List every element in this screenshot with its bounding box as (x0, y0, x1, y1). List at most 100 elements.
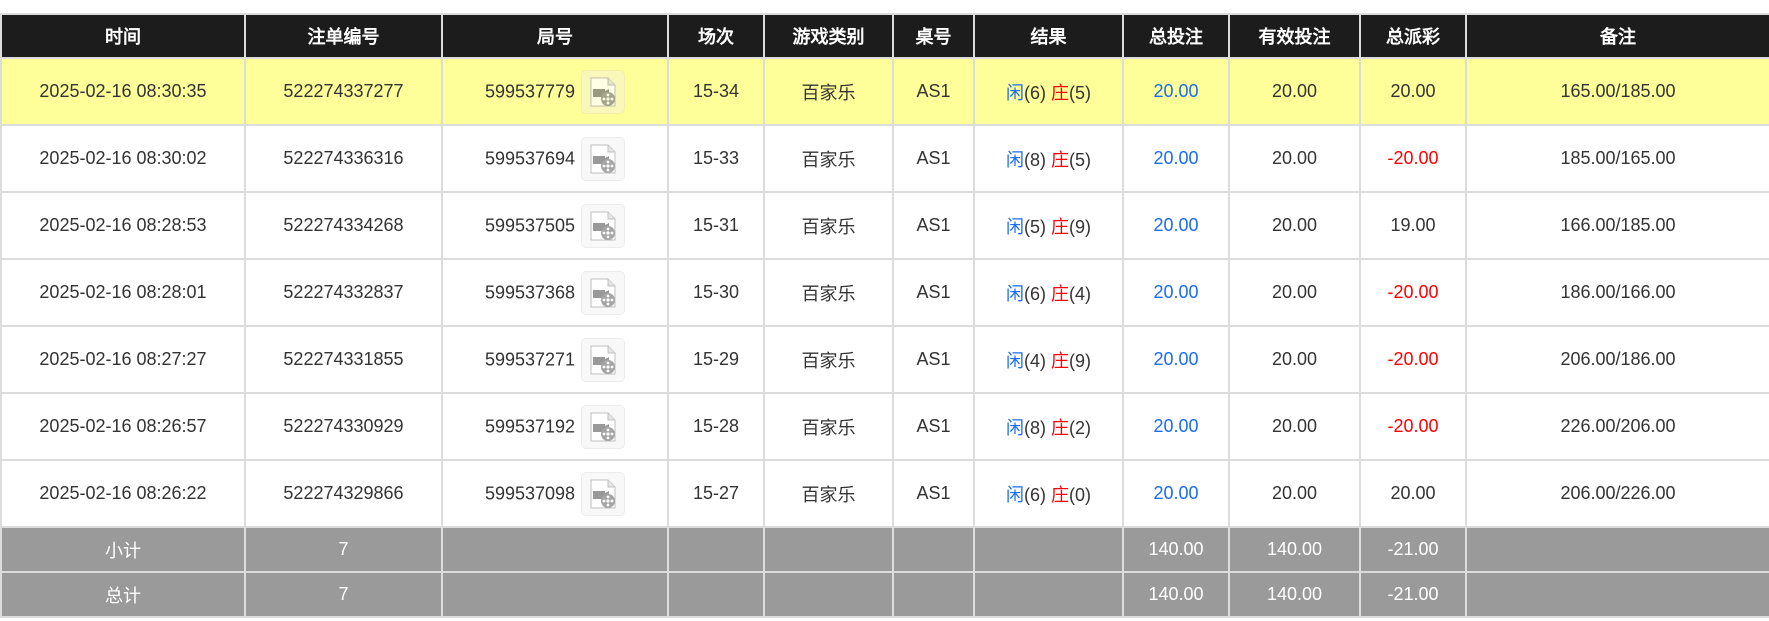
cell-session: 15-31 (667, 191, 765, 260)
banker-score: 5 (1075, 82, 1086, 103)
player-score: 5 (1029, 216, 1040, 237)
summary-label: 总计 (0, 571, 246, 618)
column-header-round: 局号 (441, 13, 669, 59)
cell-valid-bet: 20.00 (1228, 124, 1361, 193)
column-header-bet-id: 注单编号 (244, 13, 443, 59)
video-replay-icon[interactable] (581, 136, 626, 181)
player-label: 闲 (1005, 484, 1024, 505)
cell-game-type: 百家乐 (763, 124, 894, 193)
player-score: 6 (1029, 484, 1040, 505)
video-replay-icon[interactable] (581, 404, 626, 449)
cell-round: 599537098 (441, 459, 669, 528)
cell-valid-bet: 20.00 (1228, 258, 1361, 327)
summary-count: 7 (244, 526, 443, 573)
cell-result: 闲(8) 庄(2) (973, 392, 1124, 461)
cell-table-no: AS1 (892, 124, 975, 193)
summary-payout: -21.00 (1359, 571, 1467, 618)
cell-session: 15-27 (667, 459, 765, 528)
cell-total-bet: 20.00 (1122, 392, 1230, 461)
cell-table-no: AS1 (892, 57, 975, 126)
column-header-note: 备注 (1465, 13, 1769, 59)
banker-score: 5 (1075, 149, 1086, 170)
cell-table-no: AS1 (892, 325, 975, 394)
cell-time: 2025-02-16 08:27:27 (0, 325, 246, 394)
cell-total-bet: 20.00 (1122, 57, 1230, 126)
banker-label: 庄 (1051, 149, 1069, 170)
player-label: 闲 (1005, 82, 1024, 103)
player-label: 闲 (1005, 283, 1024, 304)
cell-time: 2025-02-16 08:28:01 (0, 258, 246, 327)
cell-bet-id: 522274329866 (244, 459, 443, 528)
cell-valid-bet: 20.00 (1228, 57, 1361, 126)
summary-count: 7 (244, 571, 443, 618)
cell-result: 闲(6) 庄(0) (973, 459, 1124, 528)
video-replay-icon[interactable] (581, 337, 626, 382)
table-header: 时间 注单编号 局号 场次 游戏类别 桌号 结果 总投注 有效投注 总派彩 备注 (0, 13, 1769, 59)
empty-cell (441, 571, 669, 618)
cell-total-bet: 20.00 (1122, 325, 1230, 394)
cell-game-type: 百家乐 (763, 325, 894, 394)
subtotal-row: 小计 7 140.00 140.00 -21.00 (0, 526, 1769, 573)
empty-cell (667, 526, 765, 573)
empty-cell (973, 526, 1124, 573)
player-label: 闲 (1005, 149, 1024, 170)
cell-total-bet: 20.00 (1122, 459, 1230, 528)
cell-time: 2025-02-16 08:30:02 (0, 124, 246, 193)
table-row: 2025-02-16 08:27:27 522274331855 599537271… (0, 325, 1769, 394)
column-header-result: 结果 (973, 13, 1124, 59)
cell-bet-id: 522274332837 (244, 258, 443, 327)
banker-label: 庄 (1051, 216, 1069, 237)
cell-bet-id: 522274336316 (244, 124, 443, 193)
cell-bet-id: 522274331855 (244, 325, 443, 394)
cell-note: 185.00/165.00 (1465, 124, 1769, 193)
cell-session: 15-30 (667, 258, 765, 327)
player-score: 6 (1029, 82, 1040, 103)
banker-label: 庄 (1051, 417, 1069, 438)
cell-note: 165.00/185.00 (1465, 57, 1769, 126)
cell-game-type: 百家乐 (763, 392, 894, 461)
banker-score: 9 (1075, 350, 1086, 371)
cell-round: 599537779 (441, 57, 669, 126)
banker-score: 2 (1075, 417, 1086, 438)
cell-total-bet: 20.00 (1122, 124, 1230, 193)
grand-total-row: 总计 7 140.00 140.00 -21.00 (0, 571, 1769, 618)
round-number: 599537192 (484, 416, 576, 436)
cell-session: 15-33 (667, 124, 765, 193)
cell-time: 2025-02-16 08:26:57 (0, 392, 246, 461)
video-replay-icon[interactable] (581, 270, 626, 315)
empty-cell (1465, 526, 1769, 573)
cell-result: 闲(8) 庄(5) (973, 124, 1124, 193)
video-replay-icon[interactable] (581, 203, 626, 248)
cell-session: 15-34 (667, 57, 765, 126)
table-row: 2025-02-16 08:28:53 522274334268 599537505… (0, 191, 1769, 260)
cell-note: 206.00/226.00 (1465, 459, 1769, 528)
round-number: 599537694 (484, 148, 576, 168)
cell-payout: 20.00 (1359, 57, 1467, 126)
video-replay-icon[interactable] (581, 69, 626, 114)
cell-result: 闲(4) 庄(9) (973, 325, 1124, 394)
cell-table-no: AS1 (892, 191, 975, 260)
player-label: 闲 (1005, 350, 1024, 371)
cell-payout: 20.00 (1359, 459, 1467, 528)
empty-cell (763, 526, 894, 573)
cell-valid-bet: 20.00 (1228, 325, 1361, 394)
video-replay-icon[interactable] (581, 471, 626, 516)
player-score: 6 (1029, 283, 1040, 304)
cell-note: 186.00/166.00 (1465, 258, 1769, 327)
round-number: 599537779 (484, 81, 576, 101)
cell-table-no: AS1 (892, 392, 975, 461)
banker-score: 4 (1075, 283, 1086, 304)
cell-result: 闲(5) 庄(9) (973, 191, 1124, 260)
cell-table-no: AS1 (892, 258, 975, 327)
cell-table-no: AS1 (892, 459, 975, 528)
cell-game-type: 百家乐 (763, 459, 894, 528)
cell-note: 206.00/186.00 (1465, 325, 1769, 394)
empty-cell (1465, 571, 1769, 618)
cell-valid-bet: 20.00 (1228, 392, 1361, 461)
summary-payout: -21.00 (1359, 526, 1467, 573)
empty-cell (763, 571, 894, 618)
column-header-payout: 总派彩 (1359, 13, 1467, 59)
empty-cell (973, 571, 1124, 618)
cell-note: 226.00/206.00 (1465, 392, 1769, 461)
cell-payout: -20.00 (1359, 325, 1467, 394)
